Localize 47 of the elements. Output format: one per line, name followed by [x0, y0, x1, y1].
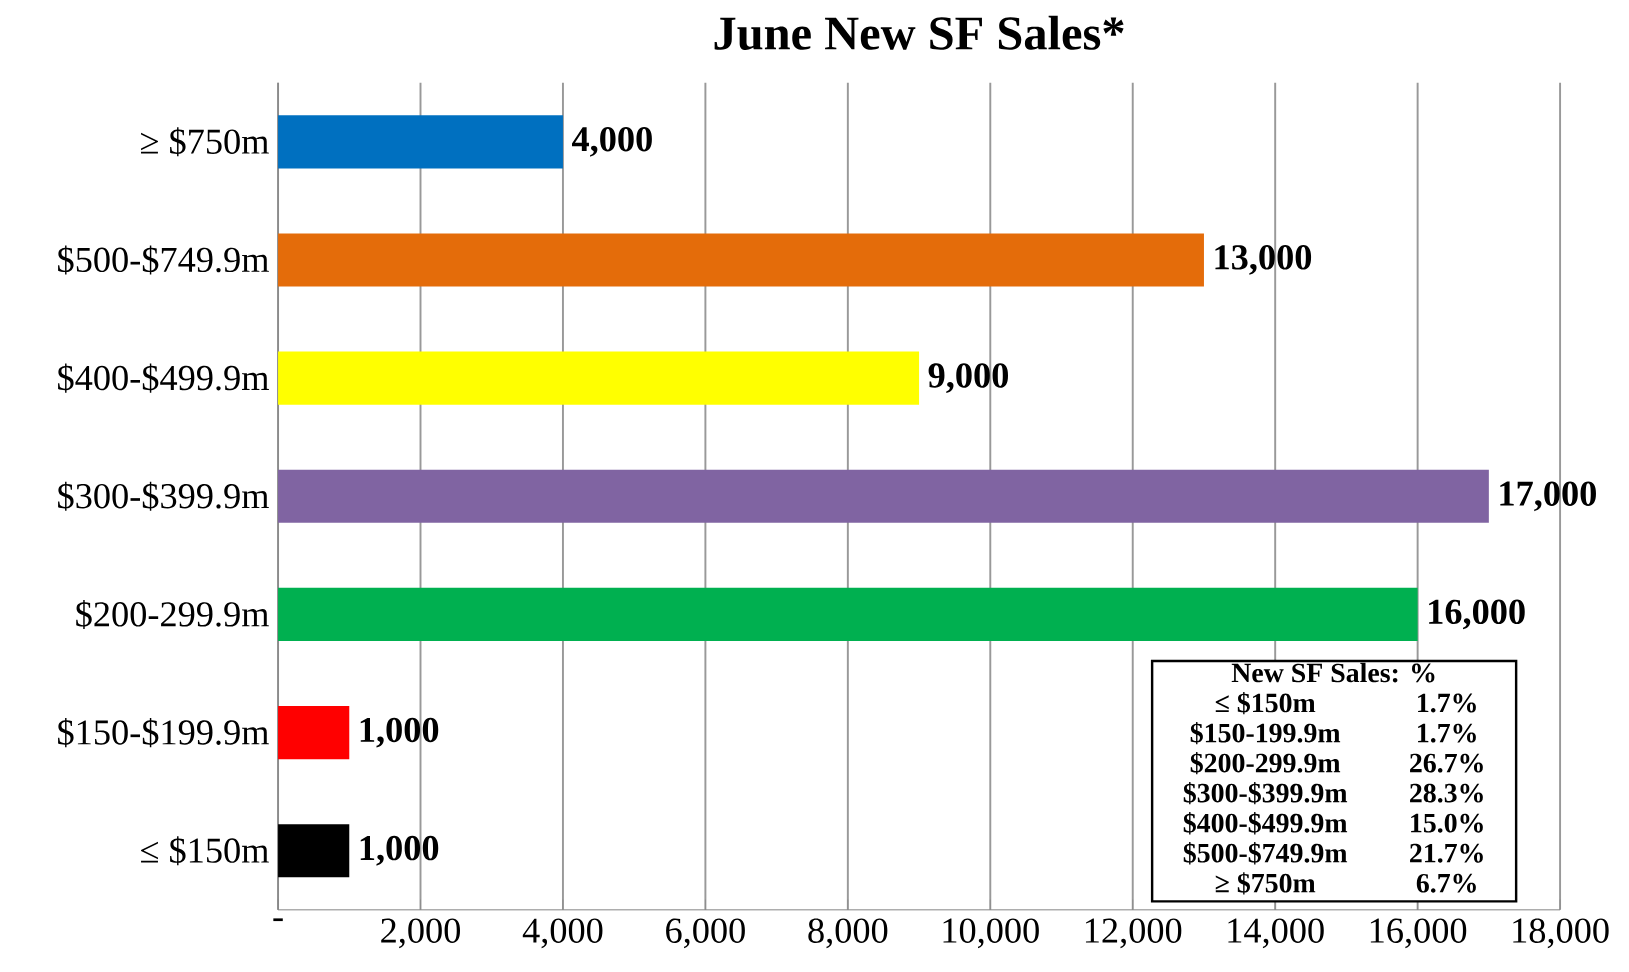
- x-tick-label: 2,000: [381, 918, 460, 949]
- x-tick-label: 18,000: [1513, 918, 1609, 949]
- annotation: $300-$399.9m: [1183, 782, 1348, 805]
- annotation: New SF Sales: %: [1231, 662, 1435, 683]
- data-label: 1,000: [360, 717, 439, 748]
- annotation: ≥ $750m: [1215, 872, 1316, 895]
- annotation: 6.7%: [1416, 873, 1476, 893]
- annotation: $200-299.9m: [1190, 752, 1341, 775]
- x-tick-label: 12,000: [1085, 918, 1182, 949]
- bar: [278, 351, 920, 405]
- y-tick-label: ≥ $750m: [141, 127, 269, 157]
- x-tick-label: 6,000: [666, 918, 745, 949]
- bar: [278, 233, 1204, 287]
- x-tick-label: 16,000: [1370, 918, 1467, 949]
- x-tick-label: 10,000: [943, 918, 1039, 949]
- x-tick-label: 14,000: [1228, 918, 1324, 949]
- bar: [278, 587, 1418, 642]
- data-label: 4,000: [572, 126, 652, 157]
- bar: [278, 824, 350, 878]
- annotation: 21.7%: [1410, 843, 1483, 863]
- y-tick-label: $300-$399.9m: [58, 481, 269, 511]
- data-label: 1,000: [360, 835, 439, 866]
- y-tick-label: $150-$199.9m: [58, 718, 269, 748]
- data-label: 9,000: [928, 363, 1009, 394]
- annotation: 28.3%: [1410, 783, 1483, 803]
- y-tick-label: $500-$749.9m: [58, 245, 269, 275]
- annotation: 1.7%: [1418, 723, 1476, 743]
- x-tick-label: 8,000: [808, 918, 888, 949]
- y-tick-label: $200-299.9m: [76, 599, 269, 630]
- y-tick-label: $400-$499.9m: [58, 363, 269, 393]
- y-tick-label: ≤ $150m: [141, 836, 269, 866]
- chart-title: June New SF Sales*: [714, 15, 1124, 51]
- data-label: 13,000: [1215, 245, 1312, 275]
- annotation: 1.7%: [1418, 693, 1476, 713]
- annotation: $150-199.9m: [1190, 722, 1341, 745]
- bar: [278, 706, 350, 760]
- x-tick-label: 4,000: [522, 918, 603, 949]
- bar: [278, 469, 1489, 523]
- annotation: 26.7%: [1410, 753, 1483, 773]
- annotation: $500-$749.9m: [1183, 842, 1348, 865]
- annotation: 15.0%: [1411, 813, 1483, 833]
- data-label: 17,000: [1500, 481, 1596, 512]
- annotation: $400-$499.9m: [1183, 812, 1348, 835]
- bar: [278, 115, 563, 169]
- annotation: ≤ $150m: [1215, 691, 1316, 715]
- data-label: 16,000: [1429, 599, 1525, 630]
- x-tick-label: -: [273, 918, 283, 922]
